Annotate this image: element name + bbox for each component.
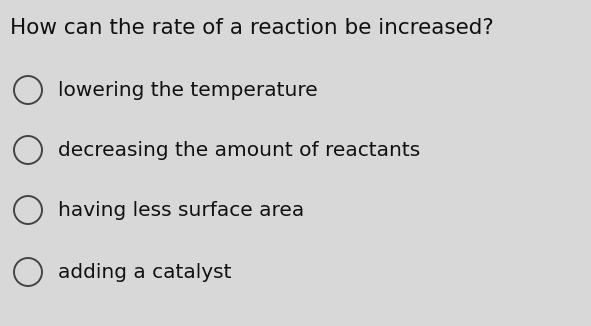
Text: How can the rate of a reaction be increased?: How can the rate of a reaction be increa… [10,18,493,38]
Text: having less surface area: having less surface area [58,200,304,219]
Text: lowering the temperature: lowering the temperature [58,81,318,99]
Text: adding a catalyst: adding a catalyst [58,262,232,281]
Text: decreasing the amount of reactants: decreasing the amount of reactants [58,141,420,159]
